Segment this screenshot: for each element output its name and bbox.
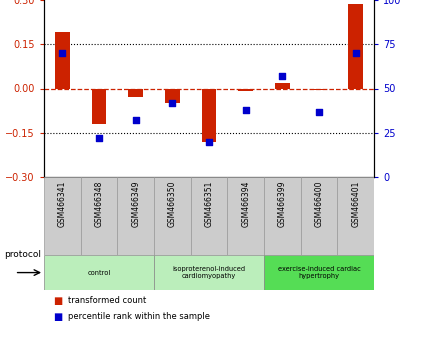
Text: GSM466350: GSM466350 [168,181,177,227]
Bar [301,177,337,255]
Text: percentile rank within the sample: percentile rank within the sample [68,312,210,321]
Text: GSM466401: GSM466401 [351,181,360,227]
Bar [44,255,154,290]
Bar [275,82,290,88]
Bar [264,177,301,255]
Bar [81,177,117,255]
Point [132,118,139,123]
Text: isoproterenol-induced
cardiomyopathy: isoproterenol-induced cardiomyopathy [172,266,246,279]
Bar [227,177,264,255]
Text: protocol: protocol [4,250,41,259]
Point [352,50,359,56]
Text: ■: ■ [53,296,62,306]
Bar [264,255,374,290]
Point [315,109,323,114]
Bar [348,5,363,88]
Bar [55,33,70,88]
Text: exercise-induced cardiac
hypertrophy: exercise-induced cardiac hypertrophy [278,266,360,279]
Text: GSM466394: GSM466394 [241,181,250,227]
Bar [44,177,81,255]
Text: GSM466400: GSM466400 [315,181,323,227]
Bar [92,88,106,124]
Bar [154,177,191,255]
Text: GSM466349: GSM466349 [131,181,140,227]
Point [205,139,213,144]
Bar [128,88,143,97]
Bar [191,177,227,255]
Text: control: control [88,270,110,275]
Text: transformed count: transformed count [68,296,147,306]
Bar [202,88,216,142]
Bar [117,177,154,255]
Text: GSM466351: GSM466351 [205,181,213,227]
Point [242,107,249,113]
Point [95,135,103,141]
Text: GSM466348: GSM466348 [95,181,103,227]
Bar [165,88,180,103]
Point [169,100,176,105]
Text: ■: ■ [53,312,62,322]
Text: GSM466399: GSM466399 [278,181,287,227]
Point [279,73,286,79]
Point [59,50,66,56]
Bar [337,177,374,255]
Bar [154,255,264,290]
Bar [312,88,326,90]
Bar [238,88,253,91]
Text: GSM466341: GSM466341 [58,181,67,227]
